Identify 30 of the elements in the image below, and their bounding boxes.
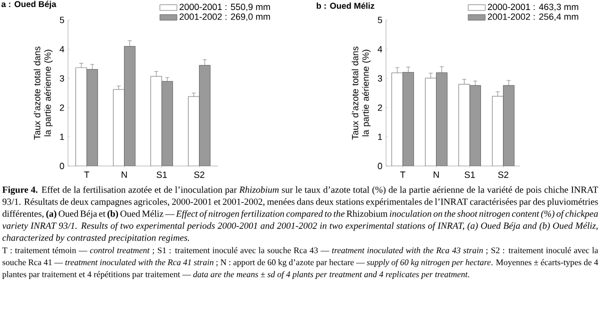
x-tick-label: T	[400, 172, 406, 178]
y-tick-label: 0	[60, 162, 64, 170]
text: T : traitement témoin — control treatment ; S1 : traitement inoculé avec la souche Rca 43 — treatment inoculated with the Rca 43 strain ; S2 : traitement inoculé avec la souche Rca 41 — treatment inoculated with the Rca 41 strain ; N : apport de 60 kg d’azote par hectare — supply of 60 kg nitrogen per hectare. Moyennes ± écarts-types de 4 plantes par traitement et 4 répétitions par traitement — data are the means ± sd of 4 plants per treatment and 4 replicates per treatment.	[2, 247, 598, 279]
x-tick-label: T	[84, 172, 90, 178]
y-axis-title: Taux d’azote total dans la partie aérienne (%)	[352, 46, 371, 140]
y-tick-label: 1	[60, 134, 64, 140]
x-tick-label: S2	[194, 172, 204, 178]
y-tick-label: 3	[378, 75, 382, 82]
x-tick-label: S2	[498, 172, 508, 178]
y-tick-label: 0	[378, 162, 382, 170]
y-tick-label: 5	[378, 16, 382, 24]
x-tick-label: S1	[156, 172, 167, 178]
x-tick-label: S1	[464, 172, 475, 178]
y-tick-label: 2	[60, 104, 64, 111]
y-tick-label: 1	[378, 134, 382, 140]
legend-label: 2000-2001 : 550,9 mm	[180, 4, 270, 12]
y-tick-label: 2	[378, 104, 382, 111]
y-tick-label: 4	[60, 46, 64, 52]
y-tick-label: 5	[60, 16, 64, 24]
chart-title: a : Oued Béja	[1, 0, 56, 9]
chart-title: b : Oued Méliz	[316, 2, 374, 9]
legend-label: 2001-2002 : 256,4 mm	[488, 13, 578, 21]
y-tick-label: 3	[60, 75, 64, 82]
x-tick-label: N	[434, 172, 439, 178]
y-axis-title: Taux d’azote total dans la partie aérienne (%)	[34, 46, 53, 140]
legend-label: 2000-2001 : 463,3 mm	[488, 4, 578, 12]
x-tick-label: N	[122, 172, 127, 178]
y-tick-label: 4	[378, 46, 382, 52]
legend-label: 2001-2002 : 269,0 mm	[180, 13, 270, 21]
text: Figure 4. Effet de la fertilisation azotée et de l’inoculation par Rhizobium sur le taux d’azote total (%) de la partie aérienne de la variété de pois chiche INRAT 93/1. Résultats de deux campagnes agricoles, 2000-2001 et 2001-2002, menées dans deux stations expérimentales de l’INRAT caractérisées par des pluviométries différentes, (a) Oued Béja et (b) Oued Méliz —Effect of nitrogen fertilization compared to the Rhizobium inoculation on the shoot nitrogen content (%) of chickpea variety INRAT 93/1. Results of two experimental periods 2000-2001 and 2001-2002 in two experimental stations of INRAT, (a) Oued Béja and (b) Oued Méliz, characterized by contrasted precipitation regimes.	[2, 186, 598, 243]
